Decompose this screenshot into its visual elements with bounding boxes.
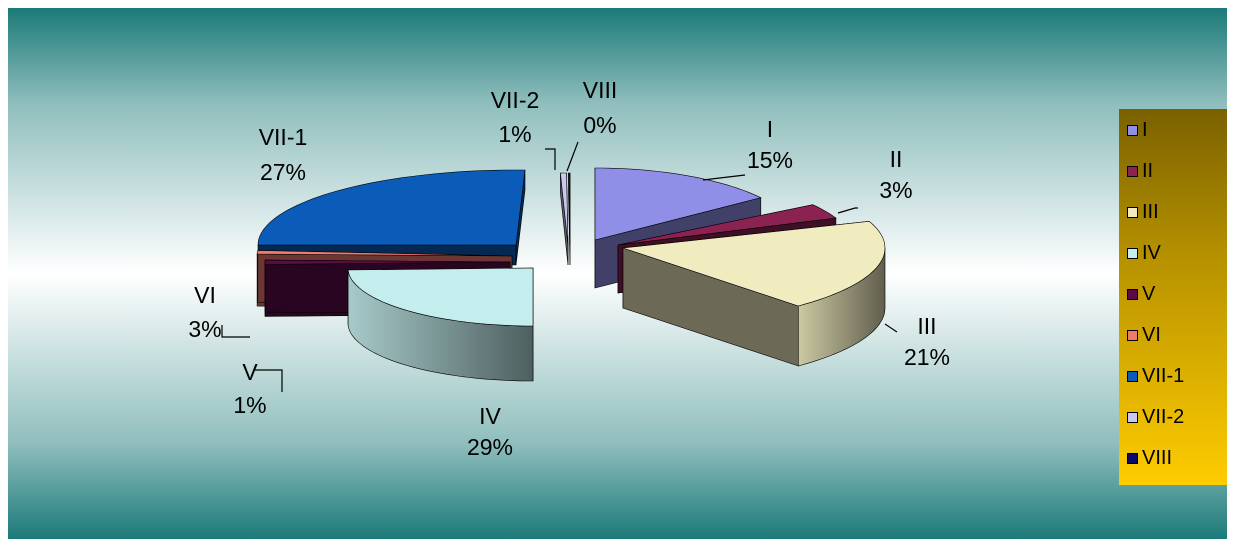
legend-swatch	[1127, 124, 1138, 136]
pie-slice-iv	[347, 267, 534, 382]
legend-swatch	[1127, 206, 1138, 218]
data-label-name: V	[242, 359, 258, 385]
data-labels-layer: I 15% II 3% III 21% IV 29% V 1% VI 3% VII-1 27% VII-2 1…	[188, 77, 950, 460]
pie-slice-top	[617, 204, 837, 246]
pie-slice-top	[347, 267, 534, 327]
pie-slice-top	[264, 259, 511, 265]
data-label-percent: 0%	[583, 112, 616, 138]
legend-swatch	[1127, 247, 1138, 259]
data-label-percent: 27%	[260, 159, 306, 185]
data-label-percent: 29%	[467, 434, 513, 460]
data-label-name: VIII	[583, 77, 618, 103]
legend-label: III	[1142, 200, 1159, 223]
data-label-percent: 1%	[233, 392, 266, 418]
data-label-name: VII-1	[259, 124, 308, 150]
legend-item-viii: VIII	[1127, 443, 1172, 473]
leader-line-iii	[884, 323, 898, 333]
pie-slice-top	[594, 167, 762, 241]
legend-swatch	[1127, 370, 1138, 382]
data-label-name: IV	[479, 403, 501, 429]
legend-swatch	[1127, 452, 1138, 464]
data-label-name: II	[890, 146, 903, 172]
legend: I II III IV V VI VII-1 VII-2 VIII	[1119, 109, 1227, 485]
leader-line-ii	[837, 207, 858, 214]
legend-swatch	[1127, 329, 1138, 341]
leader-line-v	[254, 369, 283, 392]
legend-label: VI	[1142, 323, 1161, 346]
legend-swatch	[1127, 288, 1138, 300]
pie-slice-iii	[622, 220, 886, 367]
data-label-percent: 1%	[498, 121, 531, 147]
legend-label: VII-1	[1142, 364, 1185, 387]
pie-slice-top	[256, 250, 513, 257]
legend-label: V	[1142, 282, 1156, 305]
legend-item-i: I	[1127, 115, 1148, 145]
legend-item-vii-2: VII-2	[1127, 402, 1184, 432]
legend-label: II	[1142, 159, 1154, 182]
pie-slice-viii	[568, 172, 571, 266]
legend-item-vii-1: VII-1	[1127, 361, 1184, 391]
data-label-percent: 21%	[904, 344, 950, 370]
pie-slice-top	[257, 169, 526, 246]
pie-slice-top	[560, 172, 569, 246]
legend-item-vi: VI	[1127, 320, 1161, 350]
data-label-name: VI	[194, 282, 216, 308]
legend-label: VIII	[1142, 446, 1173, 469]
legend-swatch	[1127, 165, 1138, 177]
data-label-name: III	[917, 313, 936, 339]
legend-item-iii: III	[1127, 197, 1159, 227]
leader-line-vii-2	[545, 148, 556, 170]
legend-item-v: V	[1127, 279, 1155, 309]
leader-line-viii	[566, 141, 579, 172]
data-label-percent: 15%	[747, 147, 793, 173]
pie-slice-top	[568, 172, 571, 246]
data-label-percent: 3%	[188, 316, 221, 342]
legend-item-iv: IV	[1127, 238, 1161, 268]
pie-slice-top	[622, 220, 886, 307]
data-label-percent: 3%	[879, 177, 912, 203]
legend-swatch	[1127, 411, 1138, 423]
legend-label: VII-2	[1142, 405, 1185, 428]
data-label-name: VII-2	[491, 87, 540, 113]
leader-line-vi	[221, 325, 250, 338]
pie-slice-vii-2	[560, 172, 569, 266]
leader-lines-layer	[221, 141, 898, 392]
data-label-name: I	[767, 116, 773, 142]
slices-layer	[256, 167, 886, 382]
legend-label: I	[1142, 118, 1148, 141]
legend-item-ii: II	[1127, 156, 1153, 186]
leader-line-i	[702, 174, 746, 181]
legend-label: IV	[1142, 241, 1161, 264]
